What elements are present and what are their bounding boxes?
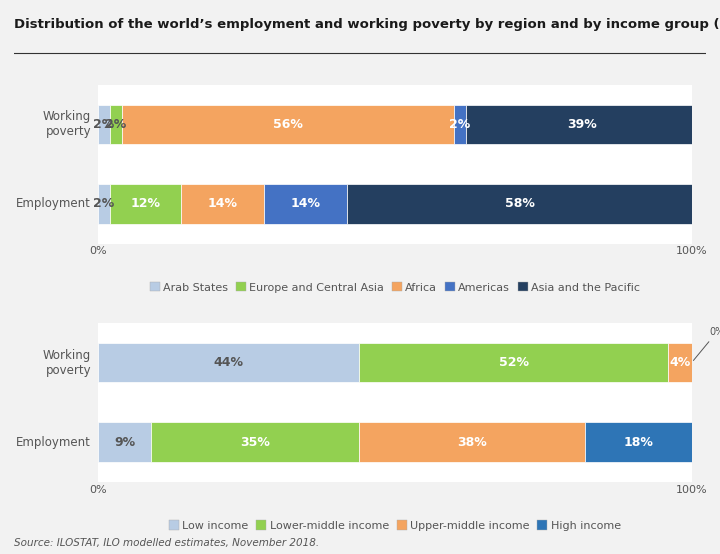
FancyBboxPatch shape [98, 323, 692, 482]
Text: Working
poverty: Working poverty [42, 110, 91, 138]
Text: Working
poverty: Working poverty [42, 348, 91, 377]
Text: Employment: Employment [16, 435, 91, 449]
Text: Employment: Employment [16, 197, 91, 211]
Text: Distribution of the world’s employment and working poverty by region and by inco: Distribution of the world’s employment a… [14, 18, 720, 31]
FancyBboxPatch shape [98, 85, 692, 244]
Text: Source: ILOSTAT, ILO modelled estimates, November 2018.: Source: ILOSTAT, ILO modelled estimates,… [14, 538, 319, 548]
